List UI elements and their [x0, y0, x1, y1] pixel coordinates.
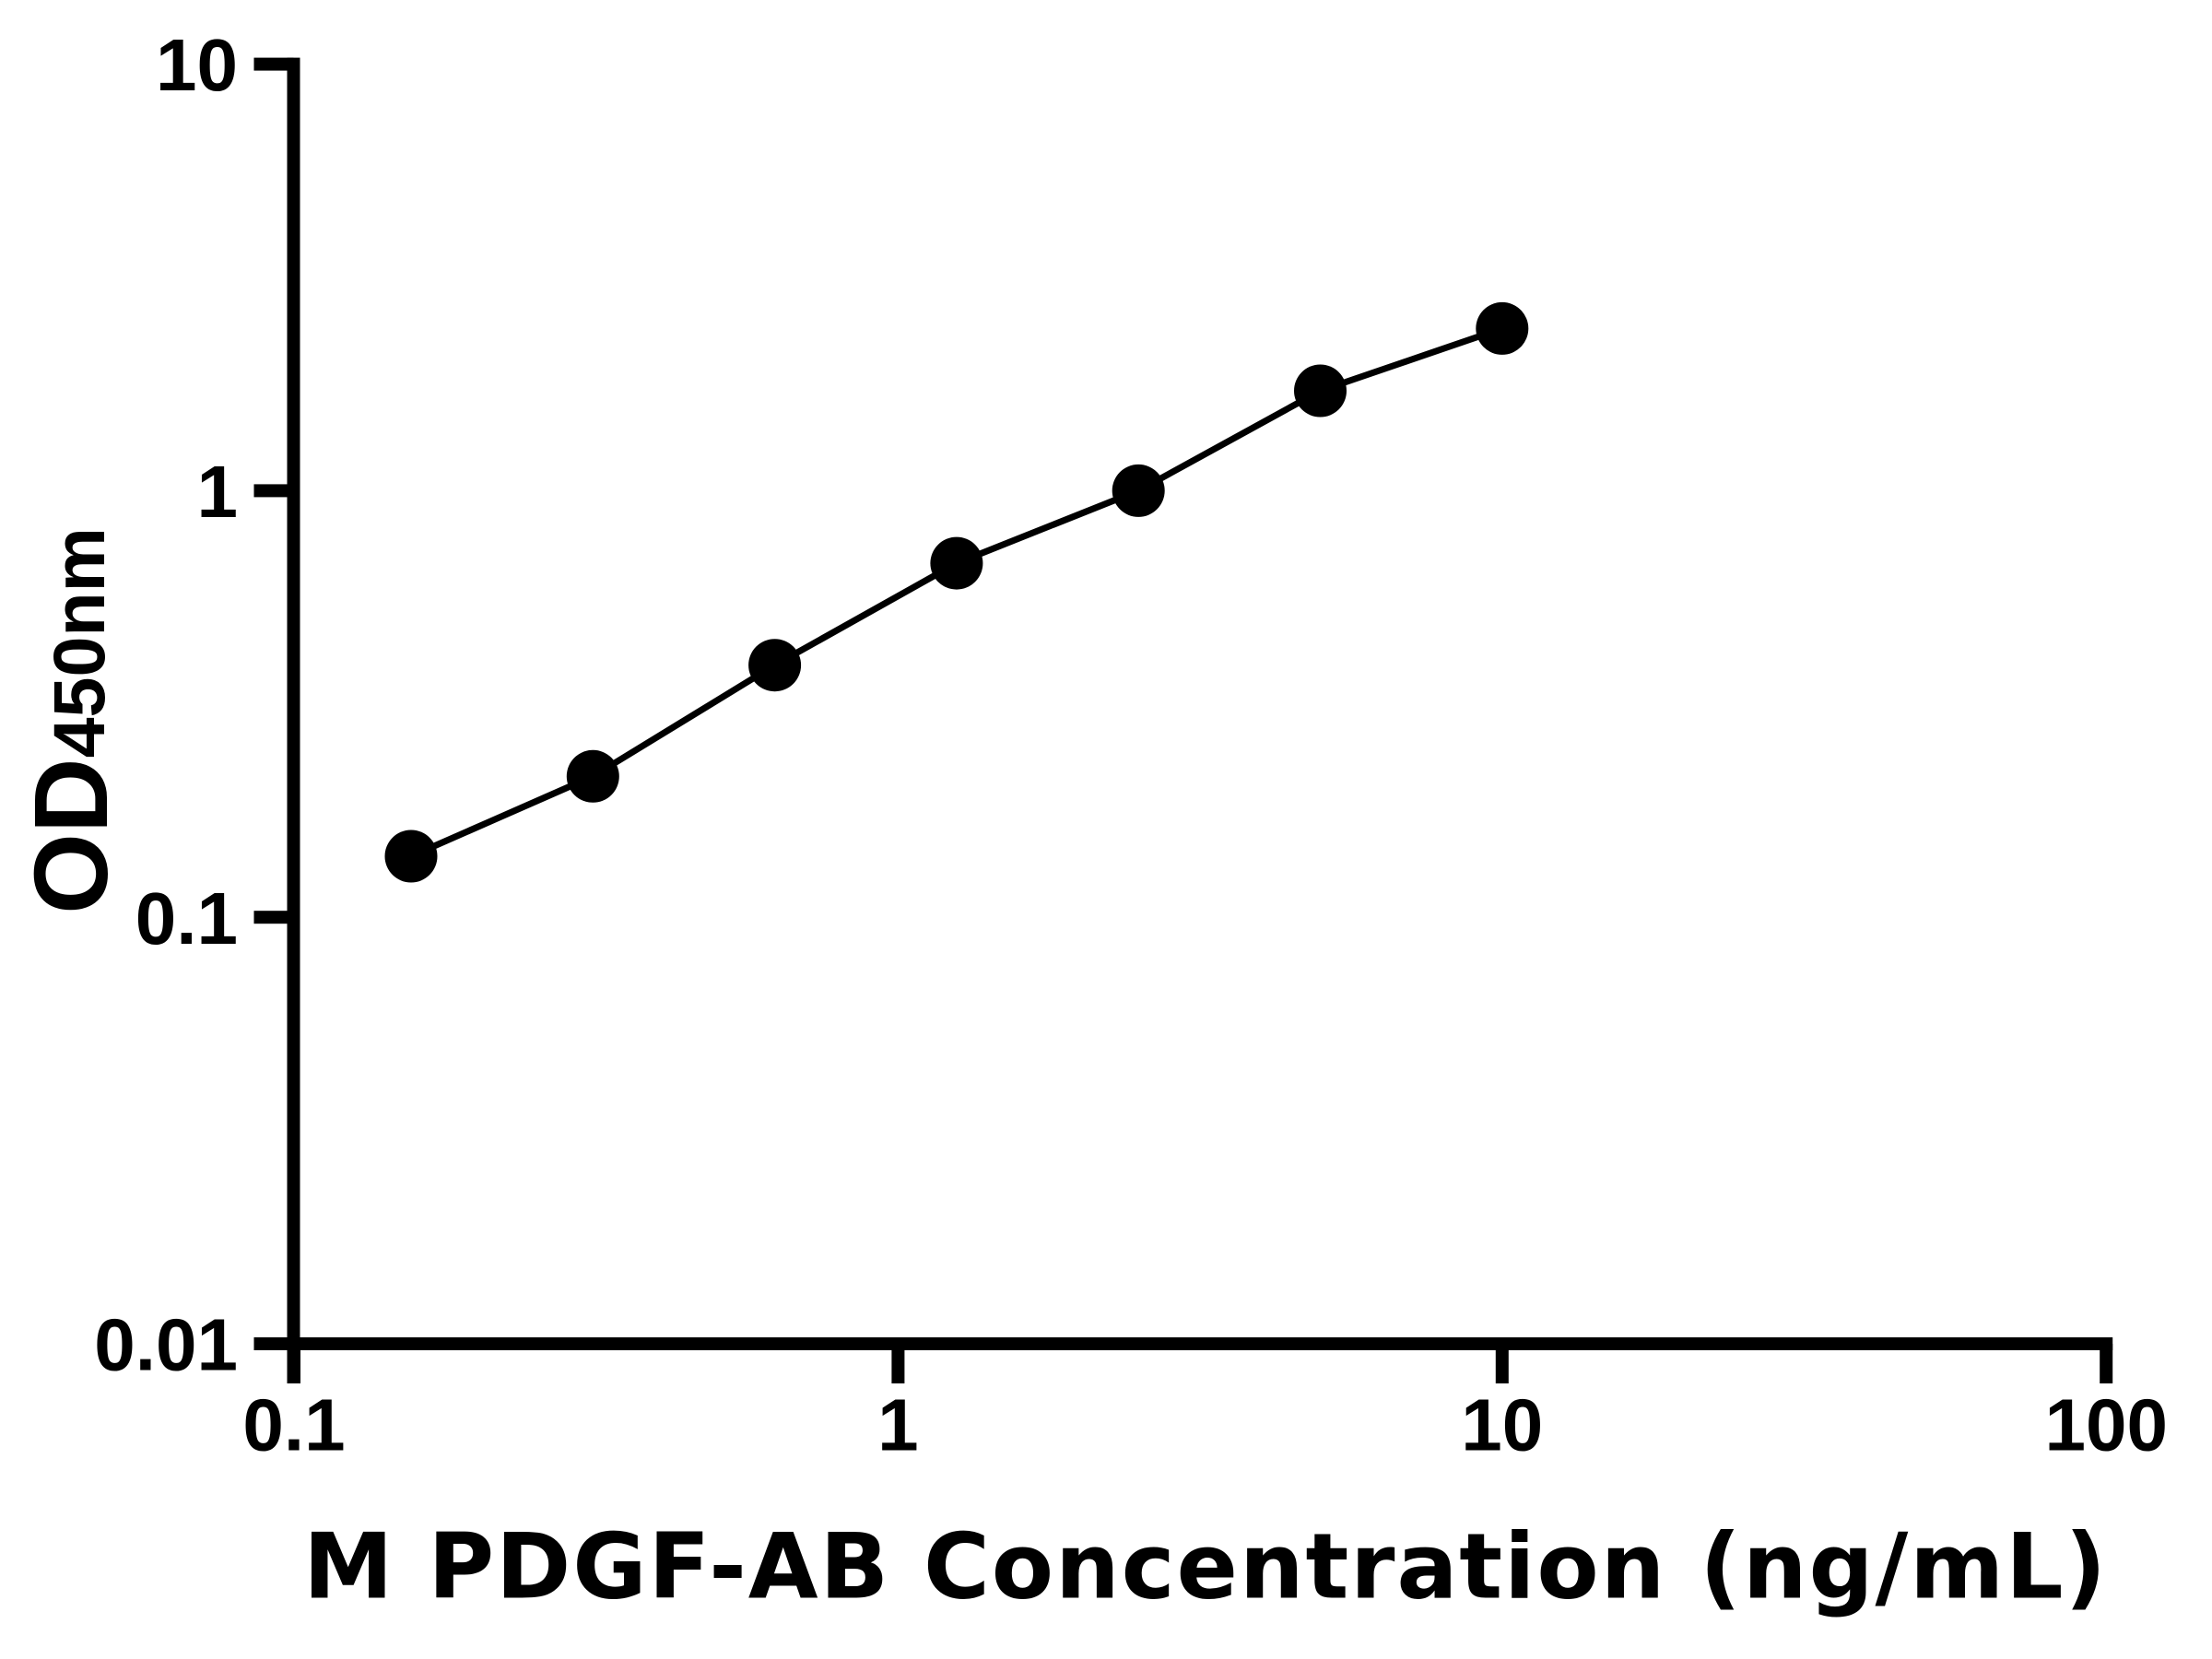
x-tick-mark	[891, 1344, 905, 1383]
data-point-marker-4	[1112, 464, 1165, 517]
y-axis-title-subscript: 450nm	[38, 527, 120, 758]
y-tick-mark	[253, 1337, 294, 1350]
x-tick-label-10: 10	[1461, 1384, 1543, 1466]
y-tick-label-10: 10	[156, 24, 238, 106]
x-tick-label-1: 1	[877, 1384, 919, 1466]
data-point-marker-5	[1294, 364, 1347, 418]
y-axis-line	[287, 57, 300, 1384]
x-axis-line	[287, 1337, 2113, 1350]
axes-layer	[253, 57, 2113, 1384]
x-tick-mark	[1495, 1344, 1509, 1383]
y-tick-label-0.1: 0.1	[135, 877, 238, 959]
y-tick-label-0.01: 0.01	[94, 1304, 238, 1386]
y-axis-title-main: OD	[13, 758, 129, 914]
text-layer: M PDGF-AB Concentration (ng/mL) OD450nm …	[13, 24, 2168, 1619]
y-tick-mark	[253, 484, 294, 498]
data-series-layer	[384, 301, 1529, 883]
y-tick-label-1: 1	[197, 451, 239, 533]
x-tick-mark	[288, 1344, 300, 1383]
y-axis-title: OD450nm	[13, 527, 129, 914]
data-point-marker-2	[748, 639, 802, 692]
data-point-marker-6	[1476, 301, 1529, 355]
data-point-marker-3	[930, 536, 983, 590]
y-tick-mark	[253, 57, 294, 71]
x-axis-title: M PDGF-AB Concentration (ng/mL)	[303, 1515, 2108, 1620]
y-tick-mark	[253, 911, 294, 924]
x-tick-label-100: 100	[2044, 1384, 2167, 1466]
data-point-marker-0	[384, 830, 438, 883]
data-point-marker-1	[566, 749, 619, 803]
x-tick-mark	[2100, 1344, 2113, 1383]
x-tick-label-0.1: 0.1	[242, 1384, 345, 1466]
